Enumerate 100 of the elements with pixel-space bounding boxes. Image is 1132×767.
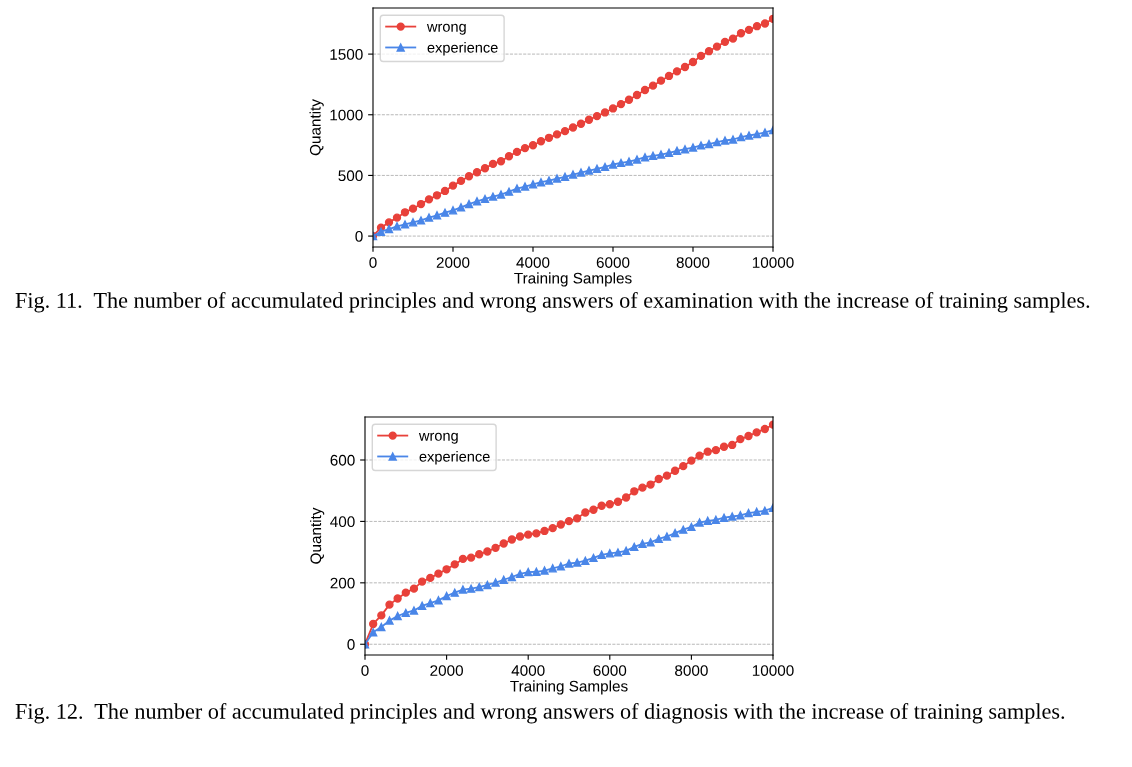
point xyxy=(719,442,729,451)
y-tick-label: 200 xyxy=(330,577,355,589)
point xyxy=(584,115,594,124)
point xyxy=(712,138,722,147)
point xyxy=(589,553,598,563)
x-tick-label: 4000 xyxy=(516,257,550,268)
point xyxy=(687,456,696,465)
point xyxy=(392,213,402,222)
point xyxy=(483,547,492,556)
x-tick-label: 2000 xyxy=(436,257,470,268)
point xyxy=(688,143,698,152)
point xyxy=(572,514,582,523)
legend-label: wrong xyxy=(426,23,466,35)
point xyxy=(544,176,554,185)
point xyxy=(536,178,546,187)
point xyxy=(515,569,525,579)
point xyxy=(564,516,574,526)
point xyxy=(760,19,770,28)
point xyxy=(696,141,706,150)
y-tick-label: 1000 xyxy=(330,109,363,121)
point xyxy=(632,155,642,164)
point xyxy=(376,227,386,236)
point xyxy=(744,431,753,441)
point xyxy=(377,611,386,620)
point xyxy=(736,511,745,520)
point xyxy=(597,550,606,560)
point xyxy=(400,220,410,229)
point xyxy=(648,151,658,161)
y-tick-label: 600 xyxy=(330,454,355,466)
point xyxy=(600,108,610,117)
y-axis-title: Quantity xyxy=(309,99,324,156)
point xyxy=(488,192,498,201)
point xyxy=(483,580,492,590)
point xyxy=(624,95,634,104)
point xyxy=(377,622,386,632)
point xyxy=(719,513,729,522)
point xyxy=(552,130,562,139)
x-tick-label: 10000 xyxy=(752,257,794,268)
point xyxy=(654,534,663,544)
point xyxy=(613,497,623,506)
point xyxy=(744,508,753,518)
point xyxy=(728,512,737,521)
x-axis-title: Training Samples xyxy=(510,680,628,695)
point xyxy=(605,500,614,509)
point xyxy=(440,186,450,196)
point xyxy=(472,197,482,206)
point xyxy=(592,111,602,121)
point xyxy=(499,575,508,584)
point xyxy=(752,507,761,517)
y-tick-label: 500 xyxy=(338,170,363,182)
point xyxy=(392,222,402,231)
point xyxy=(662,471,672,480)
point xyxy=(640,85,650,95)
point xyxy=(679,525,688,534)
point xyxy=(662,532,672,541)
point xyxy=(532,529,541,538)
point xyxy=(630,542,639,552)
legend-label: experience xyxy=(427,42,498,56)
point xyxy=(488,159,498,169)
point xyxy=(524,530,533,539)
point xyxy=(752,22,762,31)
point xyxy=(630,487,639,496)
point xyxy=(540,526,549,536)
point xyxy=(417,601,427,611)
point xyxy=(548,564,557,573)
point xyxy=(568,123,578,132)
point xyxy=(515,532,525,541)
point xyxy=(760,506,770,515)
point xyxy=(616,158,626,168)
legend-label: wrong xyxy=(418,432,458,444)
point xyxy=(491,578,500,587)
point xyxy=(576,168,586,177)
point xyxy=(592,164,602,174)
x-tick-label: 2000 xyxy=(430,665,463,676)
point xyxy=(672,146,682,155)
point xyxy=(408,204,418,213)
point xyxy=(434,596,443,605)
point xyxy=(638,539,647,548)
y-tick-label: 1500 xyxy=(330,48,363,60)
x-tick-label: 8000 xyxy=(675,665,708,676)
point xyxy=(564,559,574,568)
point xyxy=(499,539,508,548)
point xyxy=(524,567,533,577)
point xyxy=(532,567,541,576)
point xyxy=(760,128,770,137)
point xyxy=(568,170,578,179)
point xyxy=(656,150,666,159)
point xyxy=(426,598,435,608)
point xyxy=(368,619,378,629)
point xyxy=(504,187,514,196)
point xyxy=(496,190,506,199)
point xyxy=(432,191,442,200)
point xyxy=(512,184,522,193)
point xyxy=(672,67,682,76)
point xyxy=(696,51,706,61)
point xyxy=(704,47,714,56)
point xyxy=(656,76,666,85)
point xyxy=(450,588,459,597)
point xyxy=(654,474,663,484)
point xyxy=(736,29,746,38)
